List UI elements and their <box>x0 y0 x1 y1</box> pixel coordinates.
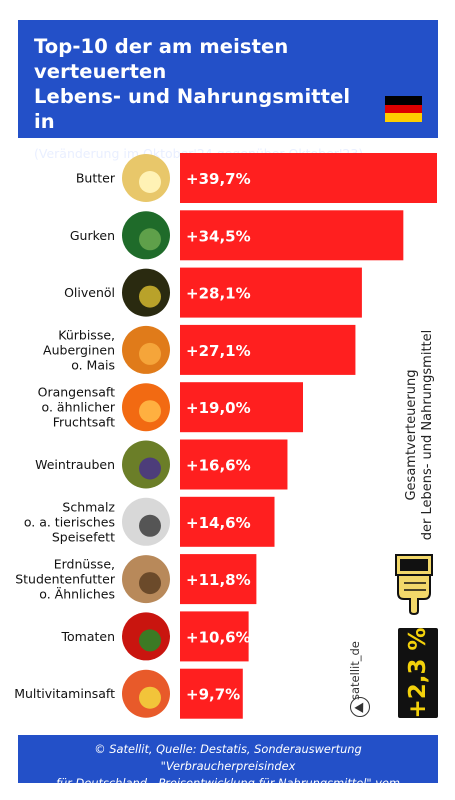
bar <box>180 210 404 261</box>
value-label: +28,1% <box>186 285 251 303</box>
bar <box>180 668 243 719</box>
category-label: Orangensaft <box>38 385 115 400</box>
tomato-icon <box>122 612 170 661</box>
total-label-line-2: der Lebens- und Nahrungsmittel <box>420 329 435 541</box>
butter-icon <box>122 154 170 202</box>
bar <box>180 611 249 662</box>
credit-handle: satellit_de <box>348 641 362 700</box>
bar-chart: +39,7% Butter +34,5% Gurken +28,1% Olivenöl +2… <box>14 153 437 719</box>
value-label: +10,6% <box>186 628 251 646</box>
category-label: Tomaten <box>60 629 115 644</box>
value-label: +19,0% <box>186 399 251 417</box>
title-line-1: Top-10 der am meisten verteuerten <box>34 35 289 83</box>
footer-line-1: © Satellit, Quelle: Destatis, Sonderausw… <box>94 742 362 773</box>
total-label-line-1: Gesamtverteuerung <box>404 369 419 501</box>
bar <box>180 324 356 375</box>
satellit-logo-icon <box>350 697 370 717</box>
category-label: Weintrauben <box>35 457 115 472</box>
category-label: Fruchtsaft <box>53 415 115 430</box>
category-label: o. Mais <box>71 357 115 372</box>
value-label: +14,6% <box>186 514 251 532</box>
orange-juice-icon <box>122 383 170 432</box>
category-label: Auberginen <box>43 342 115 357</box>
cucumber-icon <box>122 211 170 260</box>
category-label: Gurken <box>70 228 115 243</box>
bar <box>180 153 437 203</box>
value-label: +9,7% <box>186 686 240 704</box>
bar <box>180 496 275 547</box>
total-value: +2,3 % <box>405 627 431 719</box>
title-line-2: Lebens- und Nahrungsmittel in <box>34 85 351 133</box>
pumpkin-icon <box>122 325 170 374</box>
bar <box>180 554 257 605</box>
value-label: +16,6% <box>186 457 251 475</box>
lard-icon <box>122 497 170 546</box>
category-label: Speisefett <box>52 529 115 544</box>
category-label: Studentenfutter <box>15 572 116 587</box>
value-label: +27,1% <box>186 342 251 360</box>
category-label: Multivitaminsaft <box>14 686 115 701</box>
bar <box>180 267 362 318</box>
category-label: o. a. tierisches <box>24 514 115 529</box>
pointing-hand-icon <box>395 554 433 615</box>
bar <box>180 382 303 433</box>
value-label: +11,8% <box>186 571 251 589</box>
category-label: Schmalz <box>62 499 115 514</box>
category-label: Butter <box>76 171 116 186</box>
header-banner: Top-10 der am meisten verteuerten Lebens… <box>18 20 438 161</box>
value-label: +39,7% <box>186 170 251 188</box>
total-label: Gesamtverteuerung der Lebens- und Nahrun… <box>404 320 436 550</box>
page-title: Top-10 der am meisten verteuerten Lebens… <box>34 34 422 134</box>
category-label: Olivenöl <box>64 285 115 300</box>
footer-line-2: für Deutschland - Preisentwicklung für N… <box>55 776 401 800</box>
category-label: o. Ähnliches <box>39 587 115 602</box>
total-badge: +2,3 % <box>398 627 438 719</box>
category-label: o. ähnlicher <box>42 400 116 415</box>
multivitamin-juice-icon <box>122 669 170 718</box>
grapes-icon <box>122 440 170 489</box>
category-label: Erdnüsse, <box>54 557 115 572</box>
bar <box>180 439 288 490</box>
source-footer: © Satellit, Quelle: Destatis, Sonderausw… <box>18 735 438 800</box>
germany-flag-icon <box>384 96 422 123</box>
category-label: Kürbisse, <box>58 327 115 342</box>
nuts-icon <box>122 555 170 604</box>
title-line-2-row: Lebens- und Nahrungsmittel in <box>34 84 422 134</box>
olive-oil-icon <box>122 268 170 317</box>
value-label: +34,5% <box>186 227 251 245</box>
